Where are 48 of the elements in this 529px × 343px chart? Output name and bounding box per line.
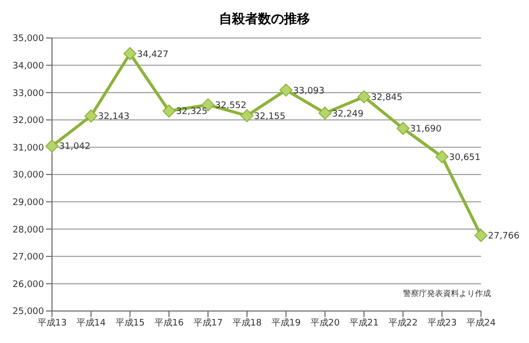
point	[358, 90, 370, 104]
point	[124, 47, 136, 60]
data-label: 32,325	[176, 107, 208, 118]
x-tick-label: 平成16	[154, 317, 184, 328]
point	[84, 109, 98, 122]
data-label: 32,155	[254, 112, 286, 122]
chart-title: 自殺者数の推移	[218, 11, 311, 29]
data-label: 32,845	[371, 93, 402, 104]
data-label: 31,690	[410, 124, 442, 135]
point	[46, 140, 58, 153]
x-tick-label: 平成21	[349, 317, 379, 328]
annotation: 警察庁発表資料より作成	[403, 288, 491, 299]
x-tick-label: 平成20	[310, 317, 340, 328]
x-tick-label: 平成17	[193, 317, 223, 328]
point	[240, 109, 254, 122]
x-tick-label: 平成13	[37, 317, 67, 328]
x-tick-label: 平成15	[115, 317, 145, 328]
y-tick-label: 30,000	[12, 170, 44, 181]
x-tick-label: 平成24	[466, 317, 496, 328]
point	[396, 122, 410, 135]
data-label: 27,766	[488, 232, 520, 242]
x-tick-label: 平成19	[271, 317, 301, 328]
y-tick-label: 33,000	[12, 88, 44, 99]
y-tick-label: 27,000	[12, 252, 44, 263]
y-tick-label: 34,000	[12, 61, 44, 72]
x-tick-label: 平成23	[427, 317, 457, 328]
x-tick-label: 平成18	[232, 317, 262, 328]
x-tick-label: 平成14	[76, 317, 106, 328]
y-tick-label: 29,000	[12, 198, 44, 208]
y-tick-label: 32,000	[12, 116, 44, 126]
data-label: 32,143	[98, 112, 130, 122]
point	[318, 106, 332, 120]
data-label: 32,249	[332, 109, 364, 120]
y-tick-label: 25,000	[12, 307, 44, 318]
data-label: 33,093	[293, 86, 324, 96]
y-tick-label: 28,000	[12, 225, 44, 236]
data-label: 34,427	[137, 50, 168, 60]
data-label: 32,552	[215, 101, 246, 112]
point	[474, 228, 488, 242]
point	[280, 84, 292, 97]
data-label: 31,042	[59, 142, 90, 152]
y-tick-label: 26,000	[12, 280, 44, 290]
data-label: 30,651	[449, 152, 480, 163]
x-tick-label: 平成22	[388, 317, 418, 328]
y-tick-label: 31,000	[12, 143, 44, 154]
point	[162, 104, 176, 118]
y-tick-label: 35,000	[12, 34, 44, 44]
point	[436, 150, 448, 164]
